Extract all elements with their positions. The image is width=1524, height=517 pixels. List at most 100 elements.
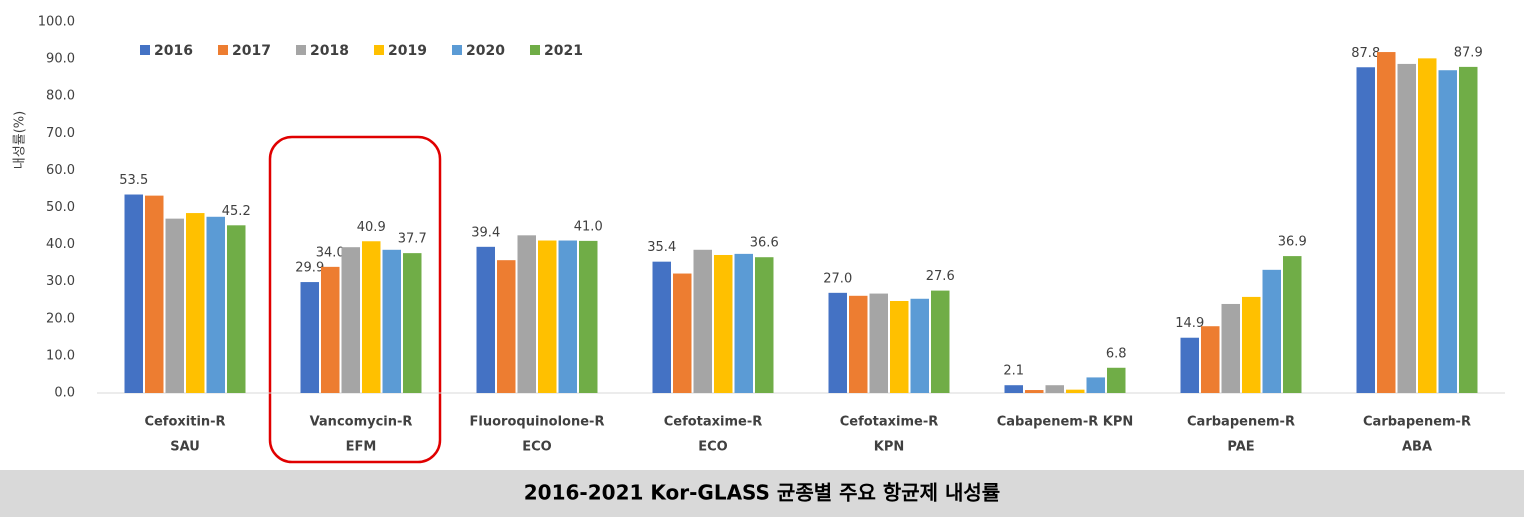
y-axis-label: 내성률(%) [13,111,28,169]
value-label: 29.9 [295,261,324,276]
bar [1066,389,1085,393]
value-label: 34.0 [316,245,345,260]
legend-label: 2016 [154,43,193,59]
bar [1377,52,1396,394]
bar [124,194,143,393]
value-label: 14.9 [1175,316,1204,331]
bar [714,254,733,393]
bar [652,261,671,393]
bar [1221,303,1240,393]
chart-title: 2016-2021 Kor-GLASS 균종별 주요 항균제 내성률 [524,481,1000,505]
bar [849,295,868,393]
legend-swatch [374,45,384,55]
y-tick-label: 10.0 [46,348,75,363]
bar [1045,385,1064,393]
bar [890,300,909,393]
bar [206,216,225,393]
y-tick-label: 0.0 [54,386,75,401]
bar [382,249,401,393]
x-tick-label: Carbapenem-R [1187,415,1295,430]
bar [227,225,246,393]
value-label: 45.2 [222,204,251,219]
bar [538,240,557,393]
legend-swatch [452,45,462,55]
x-tick-label: Carbapenem-R [1363,415,1471,430]
bar [579,240,598,393]
x-tick-label: Cefoxitin-R [144,415,225,430]
bar [734,253,753,393]
legend-label: 2021 [544,43,583,59]
value-label: 27.0 [823,271,852,286]
bar [755,257,774,393]
x-tick-label: ABA [1402,440,1432,455]
bar [1004,385,1023,393]
x-tick-label: ECO [522,440,551,455]
title-band [0,470,1524,517]
legend-swatch [218,45,228,55]
value-label: 39.4 [471,225,500,240]
x-tick-label: EFM [346,440,377,455]
legend-label: 2017 [232,43,271,59]
value-label: 40.9 [357,220,386,235]
value-label: 53.5 [119,173,148,188]
bar [341,247,360,393]
legend-label: 2019 [388,43,427,59]
y-tick-label: 60.0 [46,163,75,178]
y-tick-label: 80.0 [46,89,75,104]
bar [145,195,164,393]
bar [693,249,712,393]
y-tick-label: 40.0 [46,237,75,252]
y-tick-label: 90.0 [46,52,75,67]
bar [1180,337,1199,393]
y-tick-label: 100.0 [38,15,75,30]
x-tick-label: Cefotaxime-R [664,415,763,430]
x-tick-label: PAE [1227,440,1254,455]
bar [1283,256,1302,393]
bar [1418,58,1437,393]
x-tick-label: ECO [698,440,727,455]
bar [1262,269,1281,393]
bar [186,213,205,393]
bar [1242,296,1261,393]
bar [869,293,888,393]
bar [1025,390,1044,393]
value-label: 6.8 [1106,346,1127,361]
legend-swatch [296,45,306,55]
bar [673,273,692,393]
highlight-box [268,135,442,464]
bar [165,218,184,393]
bar [1459,66,1478,394]
bar [1356,67,1375,394]
y-tick-label: 70.0 [46,126,75,141]
x-tick-label: KPN [874,440,904,455]
value-label: 2.1 [1003,364,1024,379]
bar [403,253,422,393]
bar [517,235,536,393]
bar [1397,63,1416,393]
bar [476,246,495,393]
value-label: 36.9 [1278,235,1307,250]
bar [558,240,577,393]
value-label: 41.0 [574,219,603,234]
value-label: 36.6 [750,236,779,251]
y-tick-label: 30.0 [46,274,75,289]
bar [1086,377,1105,393]
legend-swatch [530,45,540,55]
value-label: 35.4 [647,240,676,255]
bar [828,292,847,393]
x-tick-label: Vancomycin-R [310,415,413,430]
bar [1438,70,1457,393]
legend-label: 2018 [310,43,349,59]
y-tick-label: 50.0 [46,200,75,215]
bar [931,290,950,393]
bar [1201,326,1220,393]
value-label: 27.6 [926,269,955,284]
bar [300,282,319,393]
bar [1107,367,1126,393]
legend-swatch [140,45,150,55]
bar [497,260,516,393]
legend-label: 2020 [466,43,505,59]
value-label: 37.7 [398,232,427,247]
value-label: 87.9 [1454,45,1483,60]
